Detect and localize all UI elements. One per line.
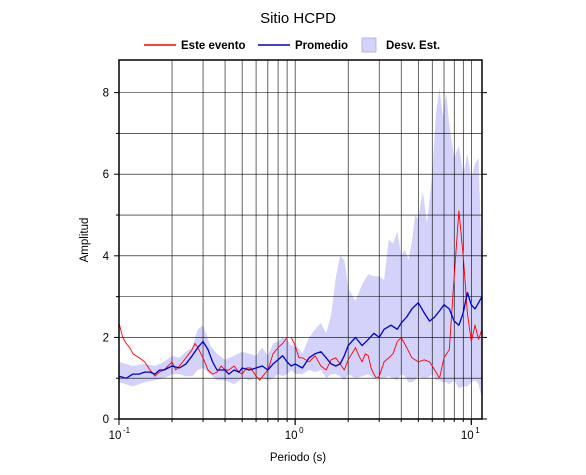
grid [119,60,482,419]
chart-title: Sitio HCPD [260,10,336,27]
desv-band [119,88,482,399]
x-tick-label: 10 [109,430,122,442]
y-tick-label: 0 [103,414,109,426]
x-tick-exponent: 0 [299,426,304,435]
desv-band-area [119,88,482,399]
y-tick-label: 2 [103,332,109,344]
x-tick-exponent: 1 [475,426,480,435]
y-tick-label: 6 [103,169,109,181]
y-tick-label: 4 [103,251,110,263]
legend-swatch-desv [361,37,377,53]
series-lines [119,210,482,381]
x-axis-label: Periodo (s) [270,452,326,464]
legend: Este evento Promedio Desv. Est. [144,37,440,53]
y-tick-label: 8 [103,88,109,100]
x-tick-label: 10 [461,430,474,442]
series-line-promedio [119,291,482,379]
legend-label-evento: Este evento [181,40,246,52]
legend-label-promedio: Promedio [295,40,348,52]
legend-label-desv: Desv. Est. [386,40,440,52]
x-tick-exponent: -1 [123,426,131,435]
series-line-evento [119,210,482,381]
y-axis-label: Amplitud [79,218,91,263]
x-tick-label: 10 [285,430,298,442]
plot-frame [118,59,483,420]
